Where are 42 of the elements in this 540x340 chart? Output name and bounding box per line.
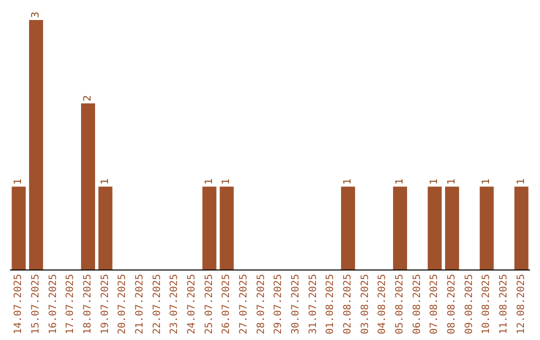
x-tick-label: 28.07.2025 bbox=[256, 274, 267, 334]
data-label: 1 bbox=[342, 178, 354, 185]
x-tick-label: 27.07.2025 bbox=[238, 274, 250, 334]
x-tick-label: 09.08.2025 bbox=[464, 274, 475, 334]
x-tick-label: 26.07.2025 bbox=[221, 274, 232, 334]
x-tick-label: 02.08.2025 bbox=[342, 274, 354, 334]
data-label: 2 bbox=[82, 94, 94, 102]
x-tick-label: 21.07.2025 bbox=[134, 274, 146, 334]
x-tick-label: 10.08.2025 bbox=[481, 274, 492, 334]
x-tick-label: 06.08.2025 bbox=[412, 274, 423, 334]
x-tick-label: 11.08.2025 bbox=[498, 274, 510, 334]
data-label: 1 bbox=[221, 178, 232, 185]
x-tick-label: 31.07.2025 bbox=[308, 274, 319, 334]
x-tick-label: 03.08.2025 bbox=[360, 274, 371, 334]
x-tick-label: 23.07.2025 bbox=[169, 274, 180, 334]
x-tick-label: 01.08.2025 bbox=[325, 274, 336, 334]
data-label: 1 bbox=[394, 178, 406, 185]
x-tick-label: 04.08.2025 bbox=[377, 274, 388, 334]
x-tick-label: 05.08.2025 bbox=[394, 274, 406, 334]
x-tick-label: 25.07.2025 bbox=[204, 274, 215, 334]
data-label: 1 bbox=[429, 178, 440, 185]
data-label: 3 bbox=[30, 12, 42, 18]
x-tick-label: 15.07.2025 bbox=[30, 274, 42, 334]
data-label: 1 bbox=[481, 178, 492, 185]
data-label: 1 bbox=[516, 178, 527, 185]
x-tick-label: 22.07.2025 bbox=[152, 274, 163, 334]
x-tick-label: 08.08.2025 bbox=[446, 274, 458, 334]
x-tick-label: 20.07.2025 bbox=[117, 274, 128, 334]
x-tick-label: 17.07.2025 bbox=[65, 274, 76, 334]
x-tick-label: 18.07.2025 bbox=[82, 274, 94, 334]
x-tick-label: 24.07.2025 bbox=[186, 274, 198, 334]
x-tick-label: 30.07.2025 bbox=[290, 274, 302, 334]
x-tick-label: 14.07.2025 bbox=[13, 274, 24, 334]
data-label: 1 bbox=[13, 178, 24, 185]
x-tick-label: 19.07.2025 bbox=[100, 274, 111, 334]
data-label: 1 bbox=[100, 178, 111, 185]
x-tick-label: 16.07.2025 bbox=[48, 274, 59, 334]
x-tick-label: 07.08.2025 bbox=[429, 274, 440, 334]
data-label: 1 bbox=[204, 178, 215, 185]
data-label: 1 bbox=[446, 178, 458, 185]
x-tick-label: 29.07.2025 bbox=[273, 274, 284, 334]
x-tick-label: 12.08.2025 bbox=[516, 274, 527, 334]
